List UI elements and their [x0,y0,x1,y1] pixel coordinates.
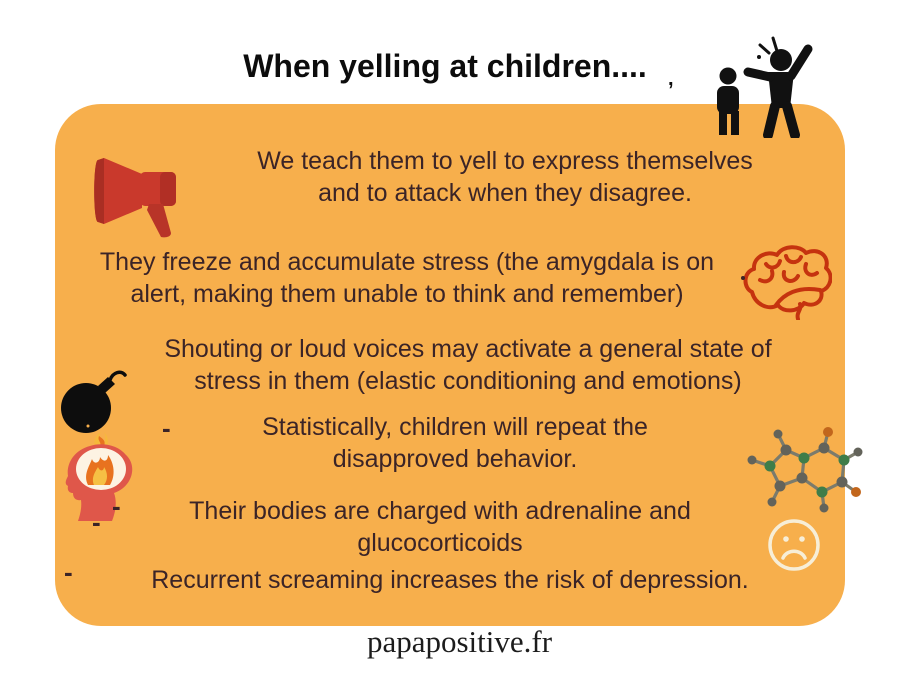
bullet-line: and to attack when they disagree. [318,179,692,207]
bullet-line: Shouting or loud voices may activate a g… [164,335,772,363]
burning-head-icon [65,432,133,521]
bullet-dash: - [112,491,121,521]
yelling-adult-icon [743,36,813,138]
bullet-line: Statistically, children will repeat the [262,413,648,441]
bullet-adrenaline: Their bodies are charged with adrenaline… [115,495,765,559]
page-title: When yelling at children.... [243,48,647,84]
yelling-adult-and-child-icon [717,36,813,138]
bullet-freeze-stress: They freeze and accumulate stress (the a… [62,246,752,310]
brain-icon [741,245,832,320]
bullet-yell-express: We teach them to yell to express themsel… [180,145,830,209]
sad-face-icon [768,519,820,571]
bullet-dash: - [92,507,101,537]
bomb-icon [61,370,127,433]
molecule-icon [747,427,863,513]
bullet-line: Recurrent screaming increases the risk o… [151,566,749,594]
bullet-shouting-stress: Shouting or loud voices may activate a g… [118,333,818,397]
title-comma: , [668,68,674,90]
bullet-line: stress in them (elastic conditioning and… [194,367,742,395]
bullet-line: We teach them to yell to express themsel… [257,147,753,175]
stray-dash: - [162,413,171,443]
child-figure-icon [717,67,739,135]
bullet-line: alert, making them unable to think and r… [130,280,684,308]
website-footer: papapositive.fr [366,624,553,659]
bullet-line: disapproved behavior. [332,445,578,473]
bullet-dash: - [64,557,73,587]
bullet-line: glucocorticoids [357,529,523,557]
bullet-depression: Recurrent screaming increases the risk o… [85,564,815,596]
bullet-repeat-behavior: Statistically, children will repeat the … [155,411,755,475]
infographic-card [55,104,845,626]
bullet-line: They freeze and accumulate stress (the a… [99,248,715,276]
megaphone-icon [94,158,176,238]
bullet-line: Their bodies are charged with adrenaline… [189,497,691,525]
